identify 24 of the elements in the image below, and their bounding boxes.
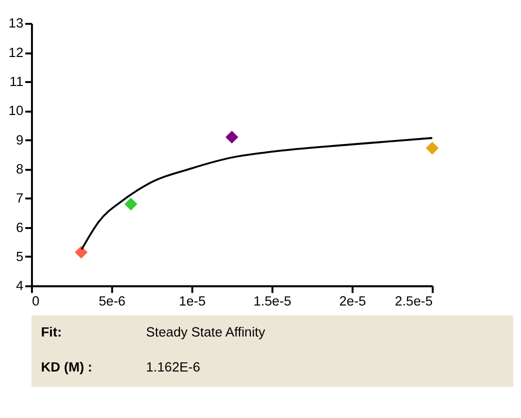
x-tick-label: 5e-6 bbox=[98, 293, 126, 308]
y-tick-label: 8 bbox=[16, 161, 24, 176]
y-tick-label: 10 bbox=[8, 103, 24, 118]
y-tick-label: 5 bbox=[16, 248, 24, 264]
text: KD (M) : bbox=[41, 360, 92, 375]
text: Fit: bbox=[41, 324, 62, 340]
y-tick-label: 7 bbox=[16, 190, 24, 206]
y-tick-label: 12 bbox=[8, 44, 24, 60]
x-tick-label: 1.5e-5 bbox=[254, 293, 292, 308]
point bbox=[74, 246, 88, 259]
x-tick-label: 2e-5 bbox=[339, 293, 366, 308]
y-tick-label: 13 bbox=[8, 16, 24, 31]
x-tick-label: 1e-5 bbox=[178, 293, 206, 308]
text: 1.162E-6 bbox=[146, 360, 200, 375]
y-tick-label: 4 bbox=[16, 278, 24, 294]
y-tick-label: 9 bbox=[16, 132, 24, 148]
point bbox=[426, 142, 439, 155]
y-tick-label: 6 bbox=[16, 220, 24, 235]
x-tick-label: 0 bbox=[32, 293, 40, 308]
y-tick-label: 11 bbox=[10, 74, 24, 89]
point bbox=[225, 130, 238, 144]
x-tick-label: 2.5e-5 bbox=[394, 293, 433, 308]
point bbox=[124, 198, 138, 211]
text: Steady State Affinity bbox=[146, 324, 266, 340]
